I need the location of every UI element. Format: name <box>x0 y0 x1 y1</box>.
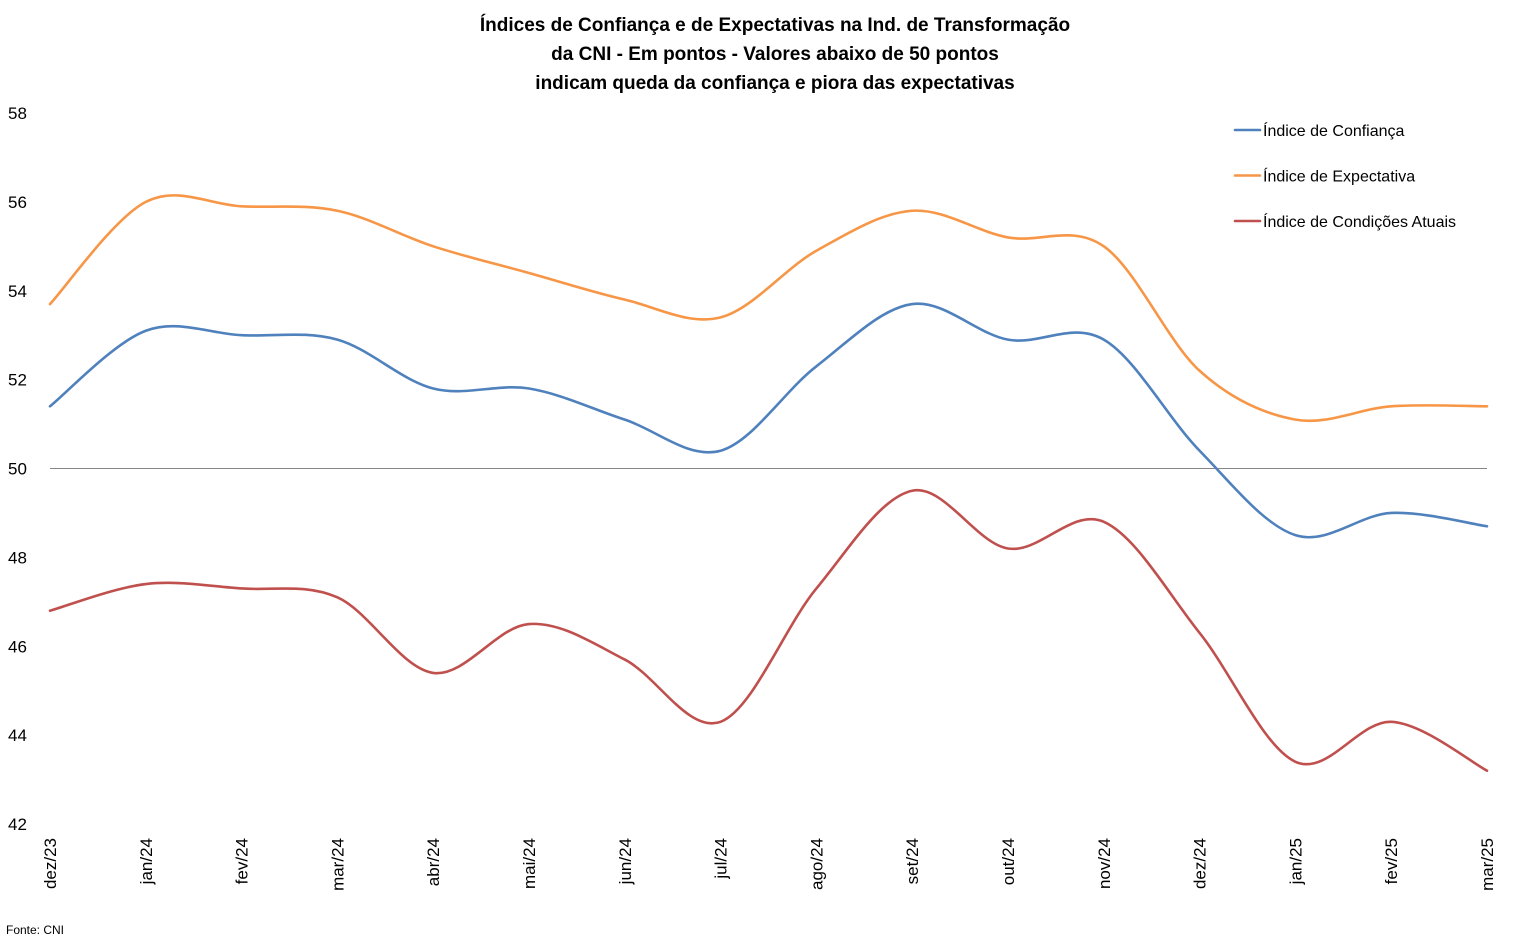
x-tick-label: dez/24 <box>1191 838 1210 889</box>
legend-label: Índice de Expectativa <box>1263 167 1415 186</box>
y-tick-label: 42 <box>8 815 27 834</box>
legend-item-expectativa: Índice de Expectativa <box>1233 167 1415 186</box>
chart-title-line-3: indicam queda da confiança e piora das e… <box>535 73 1014 94</box>
legend-item-condicoes-atuais: Índice de Condições Atuais <box>1233 212 1456 231</box>
y-tick-label: 46 <box>8 637 27 656</box>
chart-title-line-2: da CNI - Em pontos - Valores abaixo de 5… <box>551 44 999 65</box>
x-tick-label: set/24 <box>903 838 922 884</box>
series-line-confianca <box>48 302 1489 539</box>
y-tick-label: 50 <box>8 460 27 479</box>
x-tick-label: fev/25 <box>1382 838 1401 884</box>
x-tick-label: jan/24 <box>137 838 156 885</box>
y-tick-label: 44 <box>8 726 27 745</box>
y-tick-label: 58 <box>8 104 27 123</box>
legend: Índice de Confiança Índice de Expectativa… <box>1233 121 1456 231</box>
y-axis: 42 44 46 48 50 52 54 56 58 <box>8 104 27 834</box>
series-line-condicoes-atuais <box>48 489 1489 772</box>
y-tick-label: 56 <box>8 193 27 212</box>
x-tick-label: mar/25 <box>1478 838 1497 891</box>
series-layer <box>48 194 1489 772</box>
series-line-expectativa <box>48 194 1489 423</box>
legend-label: Índice de Condições Atuais <box>1263 212 1456 231</box>
x-tick-label: out/24 <box>999 838 1018 885</box>
x-tick-label: abr/24 <box>424 838 443 886</box>
x-tick-label: jan/25 <box>1286 838 1305 885</box>
x-tick-label: mar/24 <box>328 838 347 891</box>
x-tick-label: jul/24 <box>712 838 731 880</box>
x-tick-label: jun/24 <box>616 838 635 885</box>
y-tick-label: 48 <box>8 548 27 567</box>
chart-title: Índices de Confiança e de Expectativas n… <box>480 14 1070 94</box>
x-tick-label: dez/23 <box>41 838 60 889</box>
legend-item-confianca: Índice de Confiança <box>1233 121 1405 140</box>
y-tick-label: 54 <box>8 282 27 301</box>
chart-title-line-1: Índices de Confiança e de Expectativas n… <box>480 14 1070 36</box>
legend-label: Índice de Confiança <box>1263 121 1405 140</box>
x-tick-label: nov/24 <box>1095 838 1114 889</box>
y-tick-label: 52 <box>8 371 27 390</box>
source-note: Fonte: CNI <box>6 923 64 937</box>
x-axis: dez/23 jan/24 fev/24 mar/24 abr/24 mai/24 jun/… <box>41 838 1497 891</box>
x-tick-label: ago/24 <box>807 838 826 890</box>
x-tick-label: fev/24 <box>233 838 252 884</box>
x-tick-label: mai/24 <box>520 838 539 889</box>
